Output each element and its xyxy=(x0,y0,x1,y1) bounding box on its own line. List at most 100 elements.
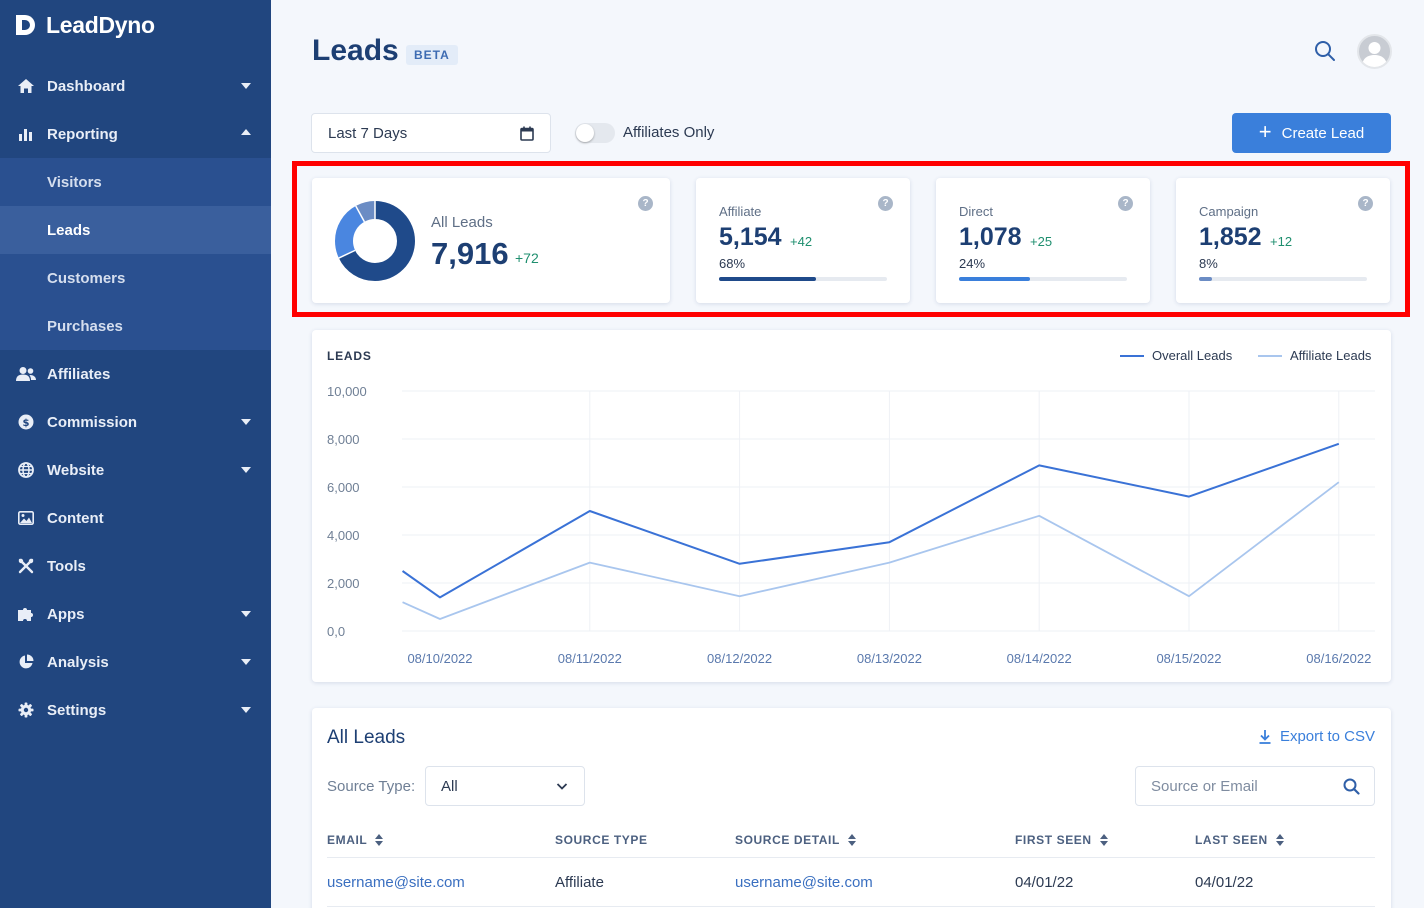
plus-icon: + xyxy=(1258,119,1272,144)
sidebar-item-affiliates[interactable]: Affiliates xyxy=(0,350,271,398)
direct-delta: +25 xyxy=(1030,234,1053,249)
sidebar-item-apps[interactable]: Apps xyxy=(0,590,271,638)
search-icon[interactable] xyxy=(1343,778,1360,795)
users-icon xyxy=(16,364,36,384)
logo-mark-icon xyxy=(16,15,35,35)
chevron-down-icon xyxy=(241,83,251,89)
y-tick-label: 0,0 xyxy=(327,624,345,639)
donut-slice-direct xyxy=(335,201,415,281)
affiliates-only-toggle[interactable] xyxy=(575,123,615,143)
y-tick-label: 10,000 xyxy=(327,384,367,399)
chevron-down-icon xyxy=(241,467,251,473)
sidebar-item-website[interactable]: Website xyxy=(0,446,271,494)
legend-swatch xyxy=(1120,354,1144,357)
sidebar-item-reporting[interactable]: Reporting xyxy=(0,110,271,158)
x-tick-label: 08/10/2022 xyxy=(407,651,472,666)
cell-email[interactable]: username@site.com xyxy=(327,874,465,891)
calendar-icon xyxy=(520,126,534,141)
sidebar-subitem-leads[interactable]: Leads xyxy=(0,206,271,254)
all-leads-label: All Leads xyxy=(431,214,493,231)
leads-line-chart: 0,0 2,000 4,000 6,000 8,000 10,000 08/10/2022 0… xyxy=(327,384,1375,666)
column-header-last-seen[interactable]: LAST SEEN xyxy=(1195,833,1284,847)
sidebar-item-tools[interactable]: Tools xyxy=(0,542,271,590)
sidebar-item-label: Commission xyxy=(47,413,138,431)
chevron-down-icon xyxy=(241,419,251,425)
stats-highlight-box xyxy=(292,161,1410,317)
sidebar-subitem-label: Customers xyxy=(47,269,126,287)
donut-separator xyxy=(355,205,366,223)
column-header-email[interactable]: EMAIL xyxy=(327,833,384,847)
app-name: LeadDyno xyxy=(46,11,155,38)
column-header-label: EMAIL xyxy=(327,833,368,847)
source-email-search-input[interactable] xyxy=(1135,766,1375,806)
help-icon[interactable]: ? xyxy=(1358,196,1373,211)
sidebar-item-dashboard[interactable]: Dashboard xyxy=(0,62,271,110)
chevron-down-icon xyxy=(241,611,251,617)
sort-icon xyxy=(847,834,856,846)
sidebar-item-label: Dashboard xyxy=(47,77,126,95)
export-csv-button[interactable]: Export to CSV xyxy=(1258,728,1375,745)
sidebar-subitem-purchases[interactable]: Purchases xyxy=(0,302,271,350)
help-icon[interactable]: ? xyxy=(638,196,653,211)
search-icon[interactable] xyxy=(1313,39,1337,63)
sidebar-subitem-label: Leads xyxy=(47,221,91,239)
user-avatar[interactable] xyxy=(1357,34,1392,69)
direct-percent: 24% xyxy=(959,256,986,271)
legend-affiliate-leads[interactable]: Affiliate Leads xyxy=(1258,348,1371,363)
help-icon[interactable]: ? xyxy=(878,196,893,211)
y-tick-label: 2,000 xyxy=(327,576,360,591)
table-row-divider xyxy=(327,906,1375,907)
download-icon xyxy=(1259,730,1271,744)
sidebar-item-analysis[interactable]: Analysis xyxy=(0,638,271,686)
direct-progress-fill xyxy=(959,277,1030,281)
help-icon[interactable]: ? xyxy=(1118,196,1133,211)
column-header-label: LAST SEEN xyxy=(1195,833,1268,847)
y-tick-label: 4,000 xyxy=(327,528,360,543)
sort-icon xyxy=(1275,834,1284,846)
direct-value: 1,078 xyxy=(959,223,1022,251)
donut-separator xyxy=(338,249,356,259)
svg-text:$: $ xyxy=(23,418,30,429)
gear-icon xyxy=(16,700,36,720)
leads-donut-chart xyxy=(335,201,415,281)
export-csv-label: Export to CSV xyxy=(1279,728,1375,745)
all-leads-delta: +72 xyxy=(515,250,539,266)
cell-first-seen: 04/01/22 xyxy=(1015,874,1074,891)
x-tick-label: 08/11/2022 xyxy=(558,651,622,666)
source-type-select[interactable]: All xyxy=(425,766,585,806)
column-header-label: FIRST SEEN xyxy=(1015,833,1092,847)
page-title: Leads xyxy=(312,34,399,67)
series-line-overall-leads xyxy=(401,442,1340,599)
date-range-picker[interactable]: Last 7 Days xyxy=(311,113,551,153)
sidebar-subitem-customers[interactable]: Customers xyxy=(0,254,271,302)
sidebar-item-label: Settings xyxy=(47,701,107,719)
app-logo[interactable]: LeadDyno xyxy=(14,10,155,40)
sidebar-subitem-visitors[interactable]: Visitors xyxy=(0,158,271,206)
sidebar-item-content[interactable]: Content xyxy=(0,494,271,542)
sidebar-item-label: Website xyxy=(47,461,105,479)
sidebar-item-label: Analysis xyxy=(47,653,109,671)
sidebar-item-label: Affiliates xyxy=(47,365,111,383)
affiliate-label: Affiliate xyxy=(719,204,762,219)
create-lead-button[interactable]: + Create Lead xyxy=(1232,113,1391,153)
puzzle-icon xyxy=(16,604,36,624)
column-header-first-seen[interactable]: FIRST SEEN xyxy=(1015,833,1108,847)
stat-card-direct: Direct 1,078 +25 24% ? xyxy=(936,178,1150,303)
chevron-down-icon xyxy=(241,707,251,713)
direct-label: Direct xyxy=(959,204,993,219)
sidebar-item-label: Reporting xyxy=(47,125,118,143)
table-header-divider xyxy=(327,857,1375,858)
sidebar-item-label: Apps xyxy=(47,605,85,623)
chart-title: LEADS xyxy=(327,349,372,363)
affiliate-value: 5,154 xyxy=(719,223,782,251)
all-leads-value: 7,916 xyxy=(431,236,509,271)
sidebar-item-commission[interactable]: $ Commission xyxy=(0,398,271,446)
cell-source-detail[interactable]: username@site.com xyxy=(735,874,873,891)
beta-badge: BETA xyxy=(406,45,458,65)
toggle-knob xyxy=(576,124,594,142)
legend-overall-leads[interactable]: Overall Leads xyxy=(1120,348,1232,363)
legend-swatch xyxy=(1258,354,1282,357)
column-header-source-detail[interactable]: SOURCE DETAIL xyxy=(735,833,856,847)
sidebar-item-settings[interactable]: Settings xyxy=(0,686,271,734)
image-icon xyxy=(16,508,36,528)
